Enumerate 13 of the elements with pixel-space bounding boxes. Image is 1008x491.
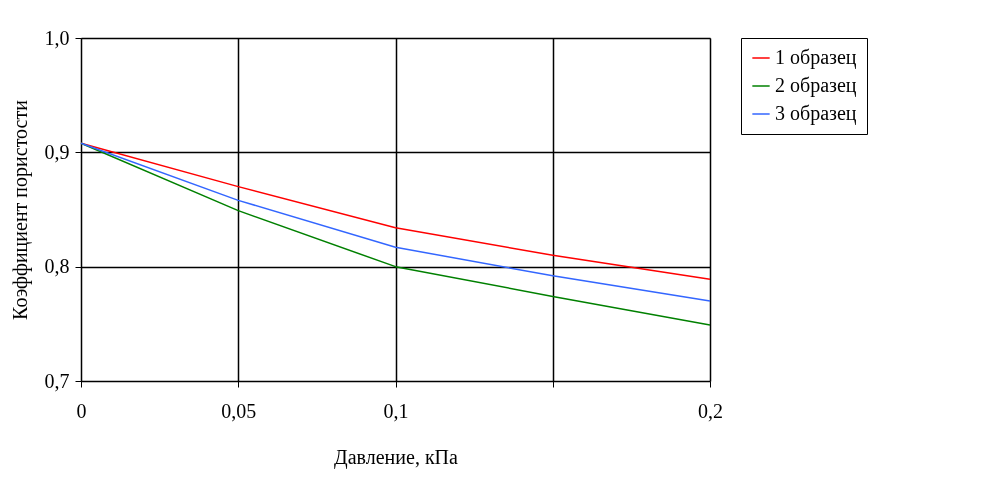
x-axis-title: Давление, кПа bbox=[334, 445, 459, 469]
x-tick-label: 0,1 bbox=[383, 399, 409, 422]
y-tick-label: 1,0 bbox=[44, 26, 70, 49]
x-tick-label: 0,05 bbox=[221, 399, 257, 422]
x-tick-label: 0,2 bbox=[698, 399, 723, 422]
legend-label: 1 образец bbox=[775, 46, 857, 69]
x-tick-label: 0 bbox=[76, 399, 87, 422]
legend-label: 3 образец bbox=[775, 102, 857, 125]
y-axis-title: Коэффициент пористости bbox=[8, 99, 32, 320]
y-tick-label: 0,9 bbox=[44, 140, 70, 163]
legend-label: 2 образец bbox=[775, 74, 857, 97]
y-tick-label: 0,8 bbox=[44, 255, 70, 278]
y-tick-label: 0,7 bbox=[44, 369, 70, 392]
